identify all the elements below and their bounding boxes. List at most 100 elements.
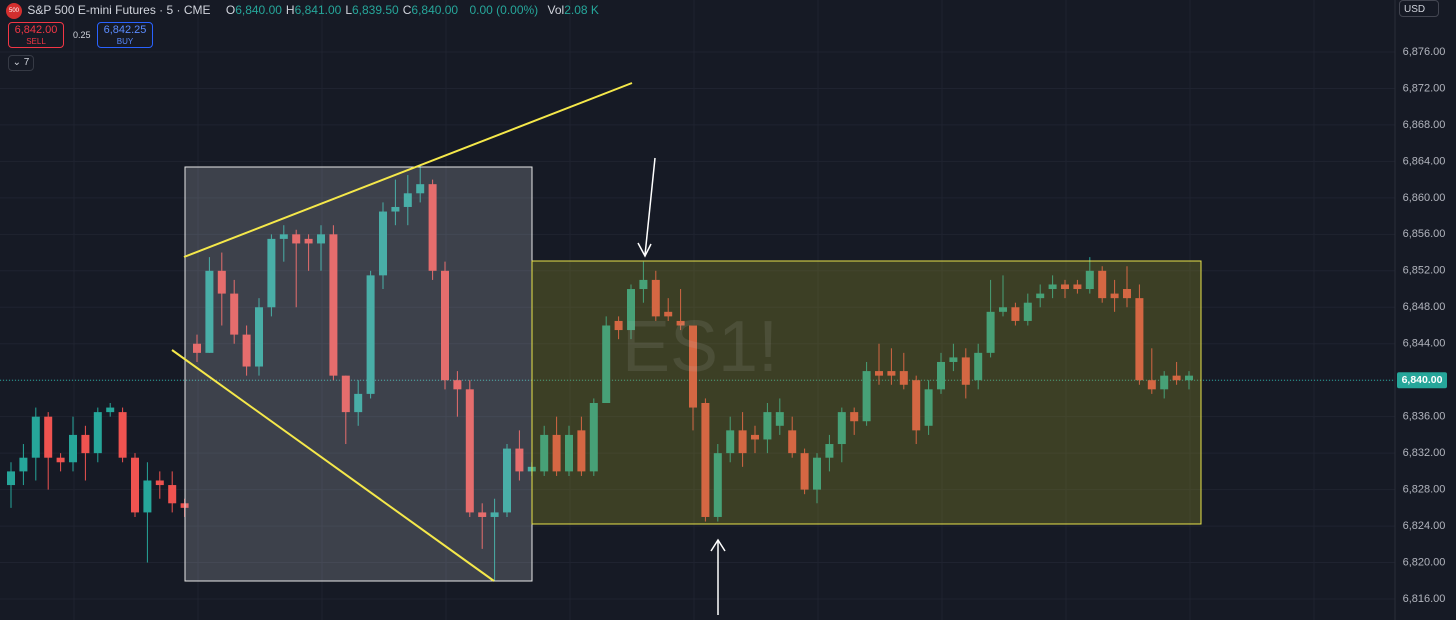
candle-body — [912, 380, 921, 431]
y-tick-label: 6,828.00 — [1403, 484, 1446, 496]
candle-body — [329, 234, 338, 376]
candle-body — [788, 430, 797, 454]
candle-body — [577, 430, 586, 472]
candle-body — [651, 279, 660, 317]
range-box-drawing[interactable] — [531, 260, 1202, 525]
candle-body — [428, 184, 437, 271]
candle-body — [676, 320, 685, 326]
candle-body — [143, 480, 152, 513]
candle-body — [1036, 293, 1045, 299]
indicators-toggle[interactable]: ⌄ 7 — [8, 55, 34, 71]
candle-body — [81, 434, 90, 454]
y-tick-label: 6,848.00 — [1403, 301, 1446, 313]
candle-body — [267, 238, 276, 308]
arrow-down[interactable] — [637, 157, 656, 258]
candle-body — [366, 275, 375, 394]
candle-body — [168, 485, 177, 504]
watermark: ES1! — [622, 307, 778, 387]
y-tick-label: 6,864.00 — [1403, 155, 1446, 167]
y-tick-label: 6,836.00 — [1403, 411, 1446, 423]
candle-body — [69, 434, 77, 463]
candle-body — [1110, 293, 1119, 299]
candle-body — [1048, 284, 1057, 290]
candle-body — [515, 448, 524, 472]
y-tick-label: 6,844.00 — [1403, 338, 1446, 350]
sell-button[interactable]: 6,842.00 SELL — [8, 22, 64, 48]
change: 0.00 (0.00%) — [469, 3, 539, 18]
candle-body — [602, 325, 611, 403]
y-tick-label: 6,868.00 — [1403, 119, 1446, 131]
candle-body — [775, 412, 784, 426]
candle-body — [1023, 302, 1032, 321]
trend-line[interactable] — [171, 349, 495, 582]
symbol-title[interactable]: S&P 500 E-mini Futures · 5 · CME — [27, 3, 211, 18]
sell-price: 6,842.00 — [14, 24, 58, 36]
candle-body — [887, 371, 896, 376]
candle-body — [403, 193, 412, 207]
candle-body — [875, 371, 883, 376]
candle-body — [304, 238, 313, 244]
candle-body — [242, 334, 251, 367]
candle-body — [205, 270, 214, 353]
candle-body — [1098, 270, 1107, 299]
candle-body — [391, 206, 400, 212]
buy-price: 6,842.25 — [103, 24, 147, 36]
ohlc-key: H — [285, 3, 295, 18]
currency: USD — [1404, 4, 1426, 15]
arrow-up[interactable] — [710, 538, 726, 615]
y-tick-label: 6,852.00 — [1403, 265, 1446, 277]
ohlc-key: O — [225, 3, 236, 18]
y-tick-label: 6,820.00 — [1403, 556, 1446, 568]
candle-body — [689, 325, 697, 408]
last-price-tag — [1397, 372, 1447, 389]
candle-body — [899, 371, 908, 385]
buy-button[interactable]: 6,842.25 BUY — [97, 22, 153, 48]
buy-label: BUY — [116, 37, 134, 46]
ohlc-values: O6,840.00 H6,841.00 L6,839.50 C6,840.00 — [226, 3, 462, 17]
ohlc-value: 6,840.00 — [235, 3, 282, 18]
indicator-count: 7 — [23, 57, 30, 68]
ohlc-key: L — [345, 3, 352, 18]
candle-body — [589, 403, 598, 472]
trend-line[interactable] — [183, 82, 633, 258]
candle-body — [416, 184, 425, 194]
candle-body — [850, 412, 859, 422]
candle-body — [317, 234, 325, 244]
candle-body — [490, 512, 499, 517]
candle-body — [379, 211, 387, 276]
candle-body — [292, 234, 301, 244]
candle-body — [1085, 270, 1094, 290]
candle-body — [56, 457, 65, 463]
candle-body — [986, 311, 995, 353]
candle-body — [453, 380, 462, 390]
candle-body — [949, 357, 958, 362]
candle-body — [106, 407, 115, 413]
candle-body — [1160, 375, 1169, 390]
candle-body — [924, 389, 933, 426]
y-tick-label: 6,816.00 — [1403, 593, 1446, 605]
y-tick-label: 6,872.00 — [1403, 82, 1446, 94]
candle-body — [726, 430, 735, 454]
spread: 0.25 — [73, 30, 91, 40]
candle-body — [279, 234, 288, 239]
candle-body — [800, 453, 809, 490]
candle-body — [354, 393, 363, 413]
ohlc-value: 6,841.00 — [294, 3, 342, 18]
candle-body — [19, 457, 28, 472]
volume-key: Vol — [547, 3, 565, 18]
candle-body — [999, 307, 1007, 312]
rectangle-drawing[interactable] — [184, 166, 533, 582]
candle-body — [1073, 284, 1082, 290]
candle-body — [825, 444, 834, 458]
symbol-row: 500 S&P 500 E-mini Futures · 5 · CME O6,… — [6, 3, 599, 19]
volume: 2.08 K — [564, 3, 599, 18]
candle-body — [7, 471, 15, 486]
candle-body — [837, 412, 846, 445]
y-tick-label: 6,856.00 — [1403, 228, 1446, 240]
candle-body — [961, 357, 970, 385]
currency-select[interactable]: USD — [1399, 0, 1439, 17]
candle-body — [193, 343, 201, 353]
candle-body — [118, 412, 127, 458]
candle-body — [44, 416, 53, 458]
